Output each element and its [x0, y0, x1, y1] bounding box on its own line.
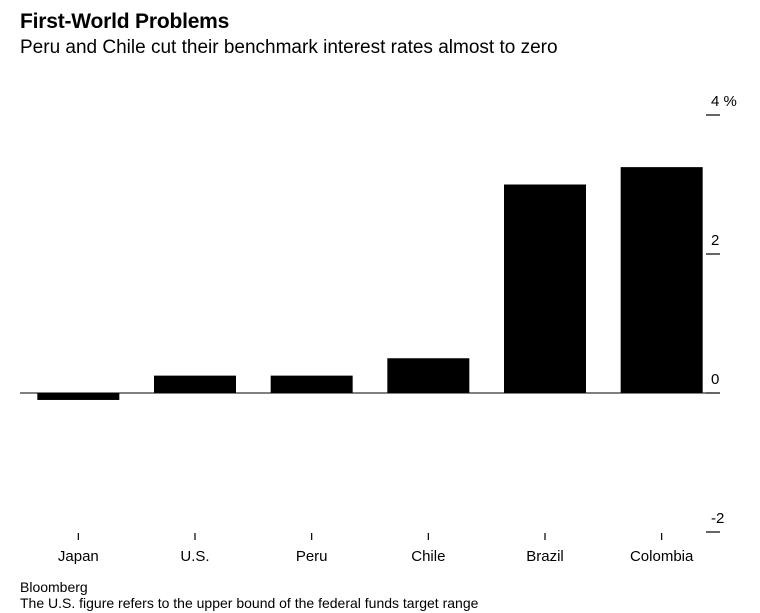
y-tick-label: -2 [711, 510, 724, 527]
source-label: Bloomberg [20, 579, 88, 595]
bar [37, 393, 120, 400]
footnote: The U.S. figure refers to the upper boun… [20, 595, 479, 611]
chart-subtitle: Peru and Chile cut their benchmark inter… [20, 37, 558, 58]
bar [154, 375, 236, 393]
x-tick-label: Japan [58, 548, 99, 565]
y-tick-label: 4 % [711, 93, 737, 110]
bar [387, 358, 470, 393]
x-tick-label: Chile [411, 548, 445, 565]
y-tick-label: 2 [711, 232, 719, 249]
x-tick-label: U.S. [180, 548, 209, 565]
bar [620, 167, 703, 393]
x-tick-label: Peru [296, 548, 328, 565]
y-tick-label: 0 [711, 371, 719, 388]
bar [504, 184, 586, 393]
bar [270, 375, 353, 393]
x-tick-label: Colombia [630, 548, 694, 565]
x-tick-label: Brazil [526, 548, 564, 565]
chart-title: First-World Problems [20, 10, 230, 33]
